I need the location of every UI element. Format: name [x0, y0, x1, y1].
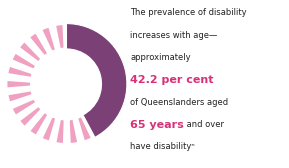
- Text: approximately: approximately: [130, 53, 191, 62]
- Text: and over: and over: [184, 120, 224, 129]
- Text: increases with age—: increases with age—: [130, 31, 218, 39]
- Wedge shape: [11, 52, 37, 70]
- Wedge shape: [28, 32, 49, 57]
- Wedge shape: [55, 118, 65, 144]
- Wedge shape: [29, 111, 49, 136]
- Wedge shape: [68, 118, 79, 144]
- Text: 42.2 per cent: 42.2 per cent: [130, 75, 214, 85]
- Wedge shape: [55, 24, 65, 50]
- Wedge shape: [7, 90, 33, 103]
- Text: 42.2%: 42.2%: [53, 77, 94, 91]
- Wedge shape: [11, 98, 37, 116]
- Text: The prevalence of disability: The prevalence of disability: [130, 8, 247, 17]
- Wedge shape: [77, 116, 92, 142]
- Text: have disabilityⁿ: have disabilityⁿ: [130, 142, 195, 151]
- Wedge shape: [7, 65, 33, 78]
- Text: 65 years: 65 years: [130, 120, 184, 130]
- Wedge shape: [66, 24, 127, 137]
- Wedge shape: [18, 105, 42, 128]
- Wedge shape: [41, 26, 57, 52]
- Wedge shape: [41, 116, 57, 142]
- Text: of Queenslanders aged: of Queenslanders aged: [130, 97, 229, 107]
- Wedge shape: [6, 79, 32, 89]
- Wedge shape: [18, 41, 42, 63]
